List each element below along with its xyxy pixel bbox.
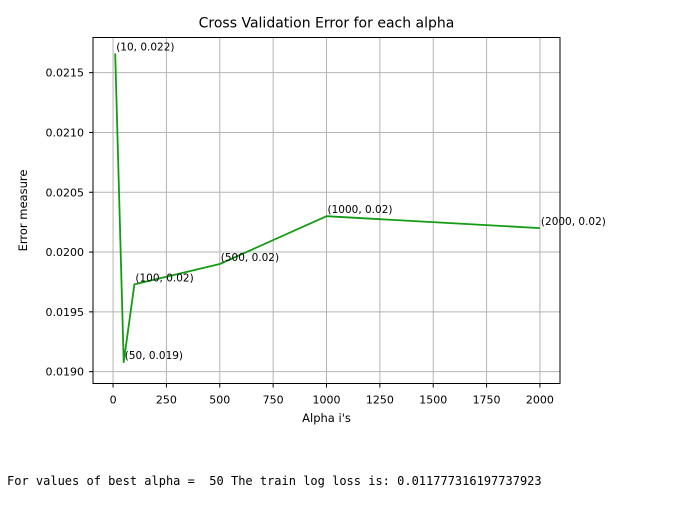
chart-title: Cross Validation Error for each alpha bbox=[199, 16, 455, 32]
point-annotation: (100, 0.02) bbox=[135, 272, 193, 284]
console-output: For values of best alpha = 50 The train … bbox=[7, 443, 614, 510]
point-annotation: (2000, 0.02) bbox=[541, 216, 606, 228]
x-tick-label: 750 bbox=[263, 394, 284, 407]
point-annotation: (1000, 0.02) bbox=[328, 204, 393, 216]
x-axis-label: Alpha i's bbox=[302, 411, 351, 425]
figure-canvas: 0 250 500 750 1000 1250 1500 1750 2000 0.0190 0.01… bbox=[16, 16, 606, 426]
x-tick-label: 1500 bbox=[419, 394, 447, 407]
point-annotation: (10, 0.022) bbox=[116, 42, 174, 54]
line-chart: 0 250 500 750 1000 1250 1500 1750 2000 0.0190 0.01… bbox=[16, 16, 606, 426]
y-axis-label: Error measure bbox=[16, 170, 30, 252]
cv-error-line bbox=[114, 53, 540, 364]
x-tick-label: 0 bbox=[110, 394, 117, 407]
y-tick-label: 0.0200 bbox=[46, 246, 85, 259]
y-tick-label: 0.0190 bbox=[46, 366, 85, 379]
point-annotation: (500, 0.02) bbox=[221, 252, 279, 264]
x-tick-label: 2000 bbox=[526, 394, 554, 407]
x-tick-label: 1750 bbox=[473, 394, 501, 407]
x-tick-label: 1250 bbox=[366, 394, 394, 407]
x-tick-label: 500 bbox=[209, 394, 230, 407]
point-annotation: (50, 0.019) bbox=[125, 350, 183, 362]
y-tick-label: 0.0205 bbox=[46, 186, 85, 199]
y-tick-label: 0.0195 bbox=[46, 306, 85, 319]
x-tick-label: 1000 bbox=[313, 394, 341, 407]
console-line-train: For values of best alpha = 50 The train … bbox=[7, 474, 542, 488]
y-tick-label: 0.0215 bbox=[46, 67, 85, 80]
x-tick-label: 250 bbox=[156, 394, 177, 407]
y-tick-label: 0.0210 bbox=[46, 126, 85, 139]
